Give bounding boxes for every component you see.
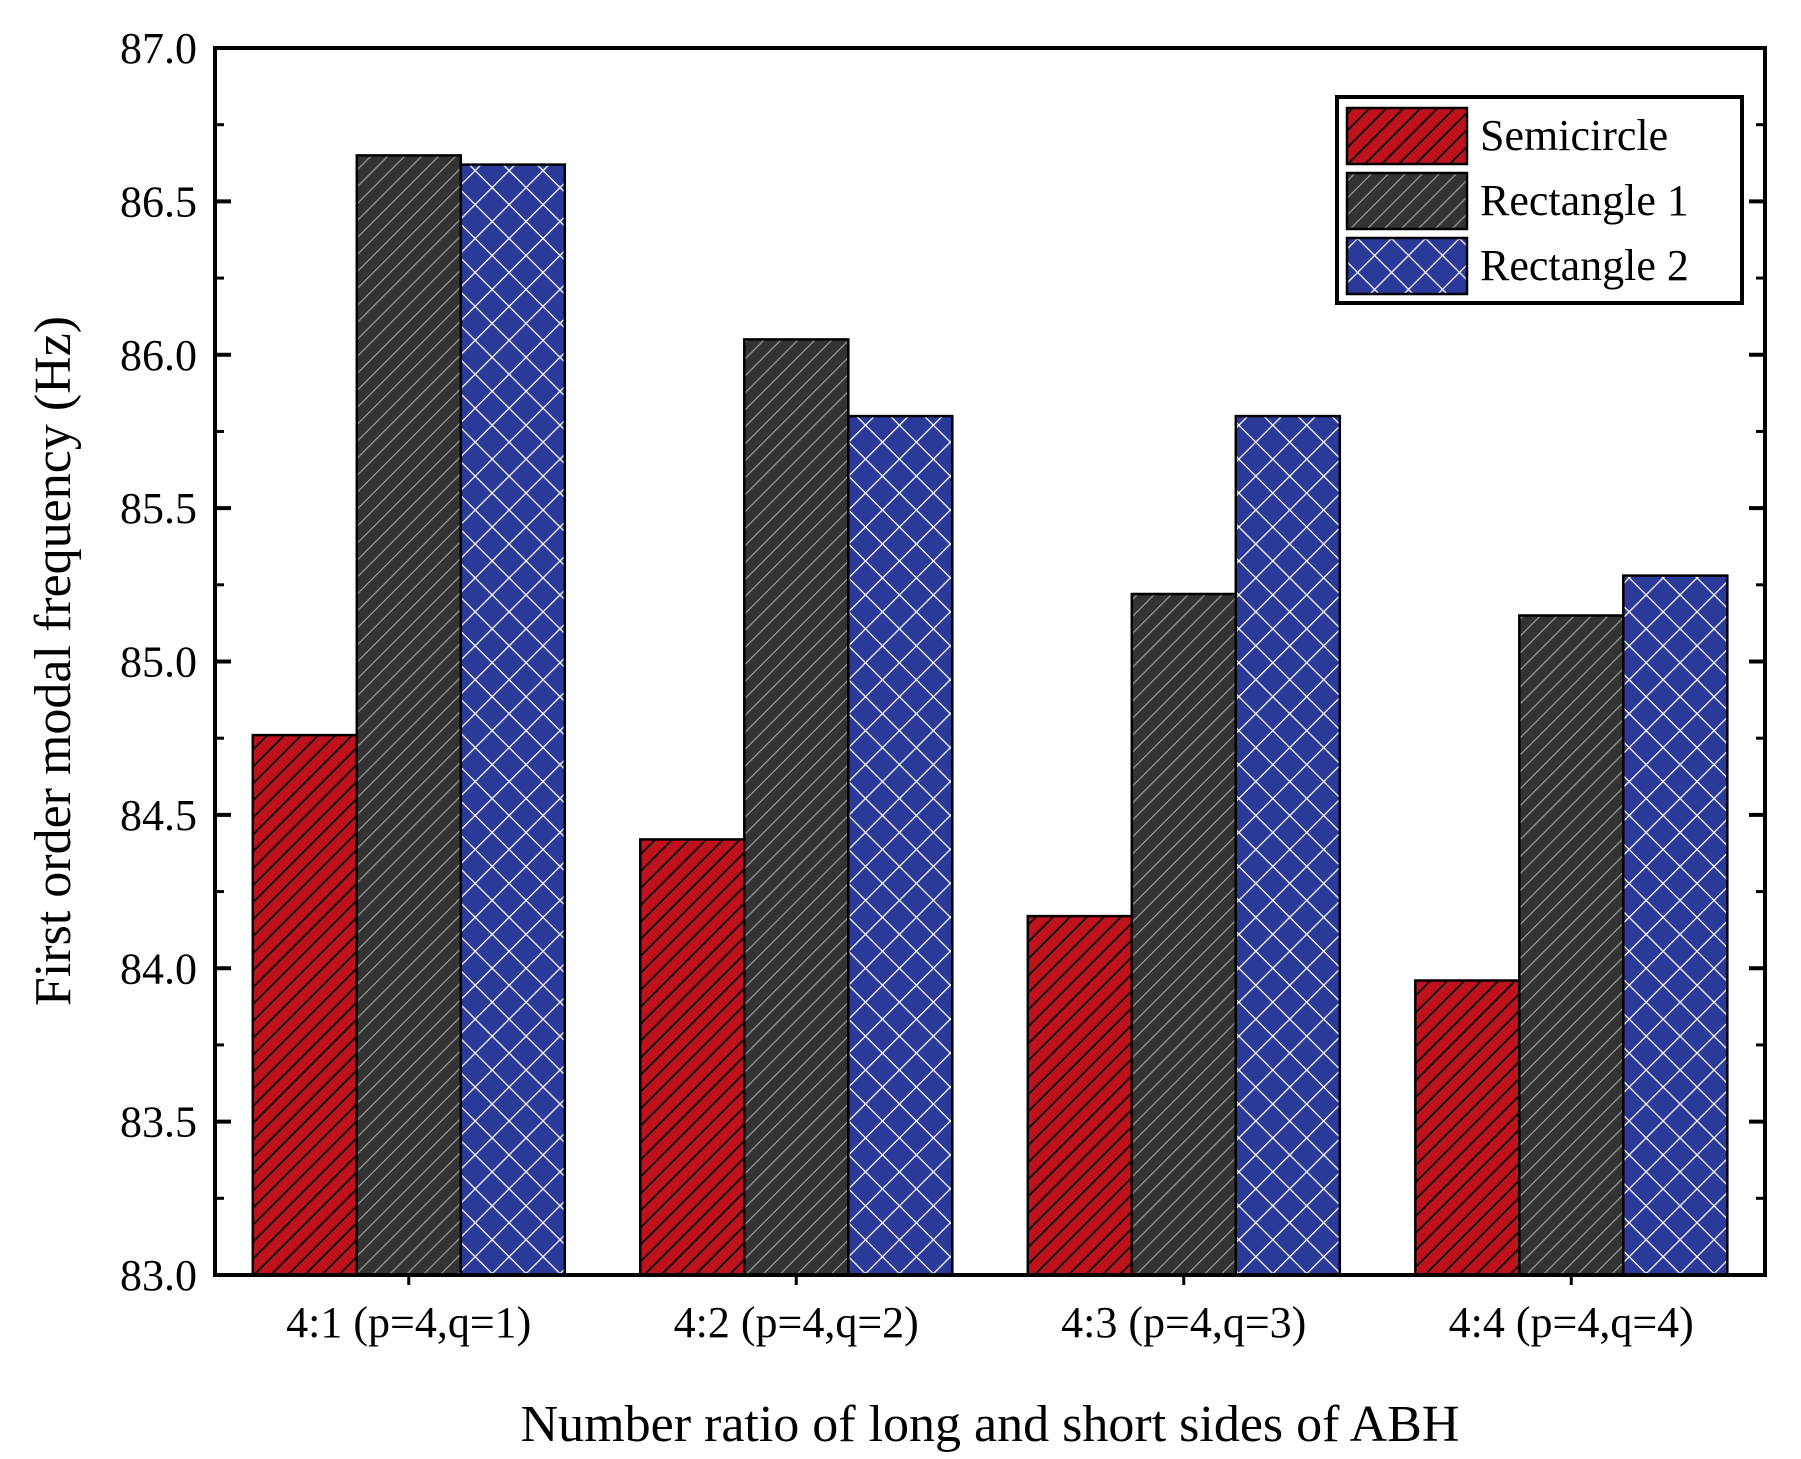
legend-swatch-rectangle-2 (1345, 236, 1469, 296)
x-tick-label: 4:1 (p=4,q=1) (286, 1298, 531, 1347)
bar-rectangle-1-1 (355, 154, 463, 1277)
y-tick-label: 85.0 (120, 638, 197, 687)
x-tick-label: 4:4 (p=4,q=4) (1449, 1298, 1694, 1347)
bar-rectangle-2-2 (847, 414, 954, 1277)
bar-rectangle-2-1 (459, 163, 567, 1277)
y-axis: 83.0 83.5 84.0 84.5 85.0 85.5 86.0 86.5 87.0 (120, 24, 1765, 1300)
legend-label: Semicircle (1480, 111, 1668, 160)
y-tick-label: 83.0 (120, 1251, 197, 1300)
bar-rectangle-2-3 (1234, 414, 1342, 1277)
bar-rectangle-1-2 (743, 338, 850, 1277)
x-tick-label: 4:2 (p=4,q=2) (674, 1298, 919, 1347)
legend-label: Rectangle 2 (1480, 241, 1689, 290)
y-tick-label: 84.0 (120, 944, 197, 993)
bar-rectangle-1-4 (1518, 614, 1625, 1277)
legend-swatch-rectangle-1 (1345, 171, 1469, 231)
y-tick-label: 86.5 (120, 177, 197, 226)
y-tick-label: 86.0 (120, 331, 197, 380)
bars-group (251, 154, 1729, 1277)
x-axis: 4:1 (p=4,q=1) 4:2 (p=4,q=2) 4:3 (p=4,q=3) 4… (286, 1275, 1694, 1347)
y-tick-label: 84.5 (120, 791, 197, 840)
legend: Semicircle Rectangle 1 Rectangle 2 (1335, 95, 1744, 305)
legend-label: Rectangle 1 (1480, 176, 1689, 225)
bar-semicircle-3 (1026, 914, 1134, 1277)
x-tick-label: 4:3 (p=4,q=3) (1061, 1298, 1306, 1347)
bar-semicircle-1 (251, 733, 359, 1277)
bar-semicircle-4 (1414, 979, 1521, 1277)
y-tick-label: 87.0 (120, 24, 197, 73)
bar-semicircle-2 (639, 838, 746, 1277)
y-axis-label: First order modal frequency (Hz) (25, 316, 82, 1006)
y-tick-label: 83.5 (120, 1098, 197, 1147)
x-axis-label: Number ratio of long and short sides of … (521, 1396, 1460, 1453)
bar-rectangle-1-3 (1130, 592, 1238, 1277)
bar-rectangle-2-4 (1622, 574, 1729, 1277)
y-tick-label: 85.5 (120, 484, 197, 533)
legend-swatch-semicircle (1345, 106, 1469, 166)
